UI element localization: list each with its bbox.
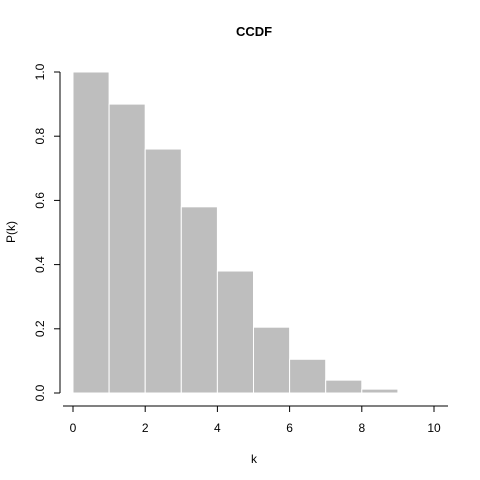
x-axis-label: k: [251, 452, 258, 466]
x-tick-label: 0: [70, 421, 77, 435]
y-axis-label: P(k): [4, 221, 18, 243]
y-axis: 0.0 0.2 0.4 0.6 0.8 1.0: [33, 63, 61, 401]
bar-7: [325, 379, 363, 394]
x-tick-label: 8: [358, 421, 365, 435]
y-tick-label: 0.4: [33, 256, 47, 273]
bar-3: [180, 206, 218, 394]
bar-1: [108, 103, 146, 394]
x-axis: 0 2 4 6 8 10: [63, 405, 448, 435]
chart-title: CCDF: [236, 24, 272, 39]
y-tick-label: 1.0: [33, 63, 47, 80]
bar-5: [253, 326, 291, 394]
x-tick-label: 10: [427, 421, 441, 435]
y-tick-label: 0.2: [33, 320, 47, 337]
bar-4: [216, 270, 254, 394]
y-tick-label: 0.0: [33, 384, 47, 401]
bar-8: [361, 388, 399, 394]
bar-6: [289, 358, 327, 394]
y-tick-label: 0.6: [33, 192, 47, 209]
bar-2: [144, 148, 182, 394]
bar-0: [72, 71, 110, 394]
y-tick-label: 0.8: [33, 128, 47, 145]
x-tick-label: 4: [214, 421, 221, 435]
bars-layer: [72, 71, 399, 394]
x-tick-label: 6: [286, 421, 293, 435]
x-tick-label: 2: [142, 421, 149, 435]
